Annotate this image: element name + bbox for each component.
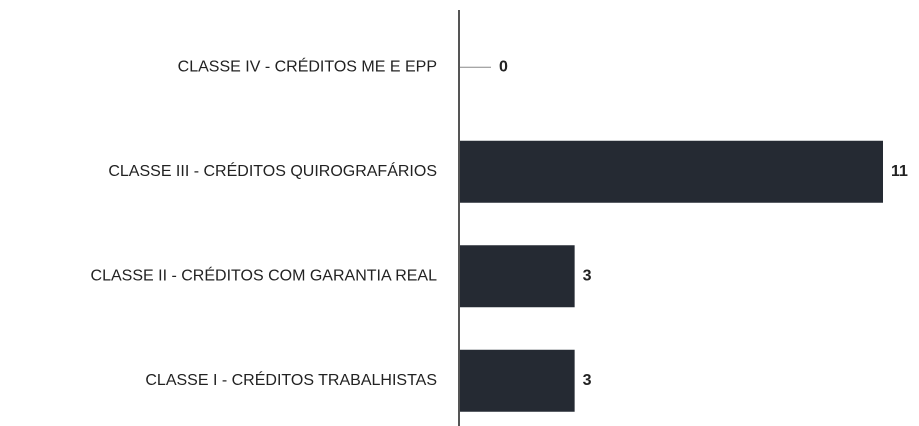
value-label: 3 [583,372,592,389]
bar [459,349,575,412]
category-label: CLASSE II - CRÉDITOS COM GARANTIA REAL [91,265,438,284]
value-label: 0 [499,58,508,75]
value-label: 11 [891,163,908,180]
bar [459,140,883,203]
bar [459,245,575,308]
category-label: CLASSE I - CRÉDITOS TRABALHISTAS [145,370,437,389]
category-label: CLASSE III - CRÉDITOS QUIROGRAFÁRIOS [108,161,437,180]
category-label: CLASSE IV - CRÉDITOS ME E EPP [178,56,437,75]
value-label: 3 [583,267,592,284]
